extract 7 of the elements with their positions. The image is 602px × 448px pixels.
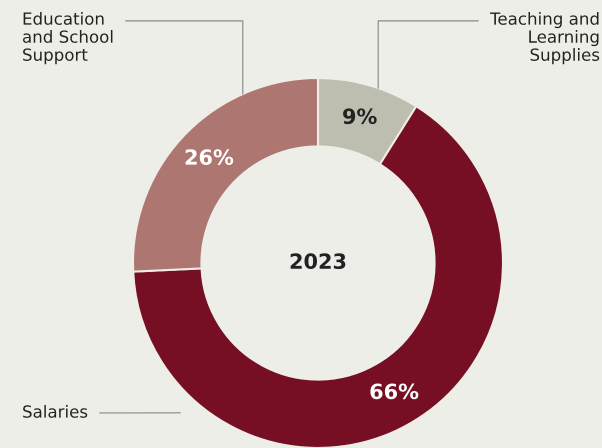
slice-label: Teaching and Learning Supplies: [490, 12, 600, 64]
data-label: 26%: [186, 149, 234, 165]
data-label: 9%: [343, 108, 377, 124]
slice-label: Salaries: [23, 404, 88, 418]
slice-label: Education and School Support: [23, 12, 112, 64]
data-label: 66%: [370, 383, 418, 400]
text: 2023: [290, 253, 346, 270]
